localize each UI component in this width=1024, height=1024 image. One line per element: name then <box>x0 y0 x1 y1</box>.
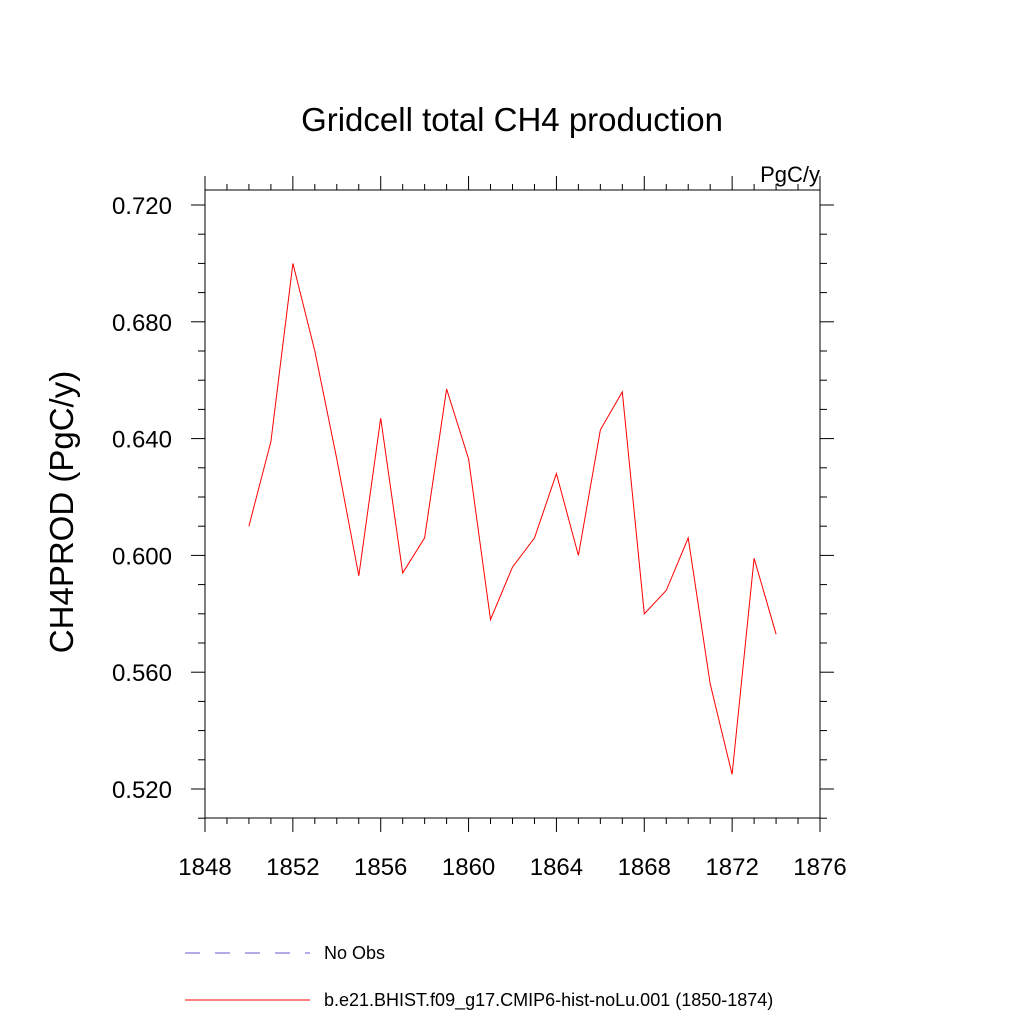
legend-label-model-run: b.e21.BHIST.f09_g17.CMIP6-hist-noLu.001 … <box>324 990 773 1011</box>
x-tick-label: 1872 <box>705 854 758 881</box>
y-tick-label: 0.560 <box>112 660 172 687</box>
y-tick-label: 0.680 <box>112 310 172 337</box>
plot-frame <box>204 189 821 819</box>
axis-ticks <box>191 176 834 832</box>
x-tick-label: 1868 <box>618 854 671 881</box>
x-tick-label: 1848 <box>178 854 231 881</box>
units-label: PgC/y <box>760 162 820 187</box>
y-tick-label: 0.520 <box>112 777 172 804</box>
y-tick-label: 0.640 <box>112 427 172 454</box>
y-tick-label: 0.600 <box>112 543 172 570</box>
legend: No Obs b.e21.BHIST.f09_g17.CMIP6-hist-no… <box>185 943 773 1011</box>
series-lines <box>248 263 777 775</box>
y-tick-label: 0.720 <box>112 193 172 220</box>
series-line <box>248 263 777 775</box>
x-tick-label: 1852 <box>266 854 319 881</box>
x-tick-label: 1856 <box>354 854 407 881</box>
axis-tick-labels: 1848 1852 1856 1860 1864 1868 1872 1876 0.520 0.5… <box>112 193 847 881</box>
y-axis-label: CH4PROD (PgC/y) <box>43 371 80 653</box>
x-tick-label: 1864 <box>530 854 583 881</box>
legend-label-no-obs: No Obs <box>324 943 385 963</box>
chart-title: Gridcell total CH4 production <box>301 101 723 138</box>
x-tick-label: 1876 <box>793 854 846 881</box>
x-tick-label: 1860 <box>442 854 495 881</box>
